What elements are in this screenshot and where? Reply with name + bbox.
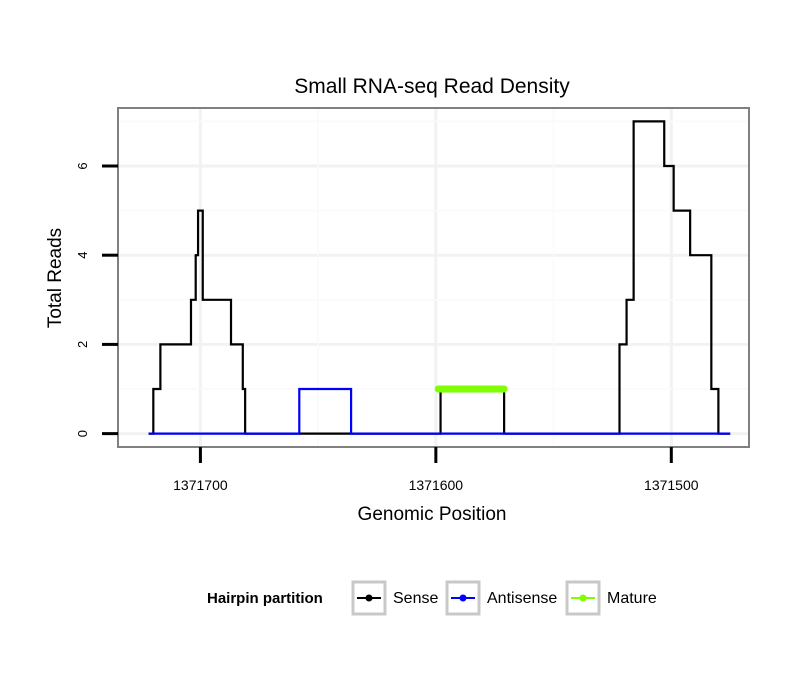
legend: Hairpin partition Sense Antisense Mature <box>207 580 657 616</box>
y-tick-label-2: 4 <box>75 252 90 259</box>
plot-panel-border <box>117 107 750 448</box>
y-axis-label: Total Reads <box>45 228 66 328</box>
legend-label-mature: Mature <box>607 590 657 607</box>
x-tick-label-0: 1371700 <box>173 477 228 493</box>
legend-item-antisense[interactable]: Antisense <box>445 580 557 616</box>
series-line-antisense <box>148 387 731 435</box>
y-tick-label-3: 6 <box>75 162 90 169</box>
legend-item-sense[interactable]: Sense <box>351 580 438 616</box>
x-tick-label-2: 1371500 <box>644 477 699 493</box>
legend-dot-mature <box>579 594 587 602</box>
legend-dot-antisense <box>459 594 467 602</box>
x-axis-label: Genomic Position <box>358 504 507 525</box>
legend-dot-sense <box>365 594 373 602</box>
series-layer <box>148 120 731 435</box>
plot-background <box>118 108 749 447</box>
x-axis: 1371700 1371600 1371500 <box>173 447 699 493</box>
y-tick-label-0: 0 <box>75 430 90 437</box>
x-tick-label-1: 1371600 <box>409 477 464 493</box>
y-axis: 0 2 4 6 <box>75 162 118 437</box>
y-tick-label-1: 2 <box>75 341 90 348</box>
legend-title: Hairpin partition <box>207 590 323 607</box>
legend-item-mature[interactable]: Mature <box>565 580 657 616</box>
legend-label-antisense: Antisense <box>487 590 557 607</box>
legend-label-sense: Sense <box>393 590 438 607</box>
chart-title: Small RNA-seq Read Density <box>294 75 570 98</box>
